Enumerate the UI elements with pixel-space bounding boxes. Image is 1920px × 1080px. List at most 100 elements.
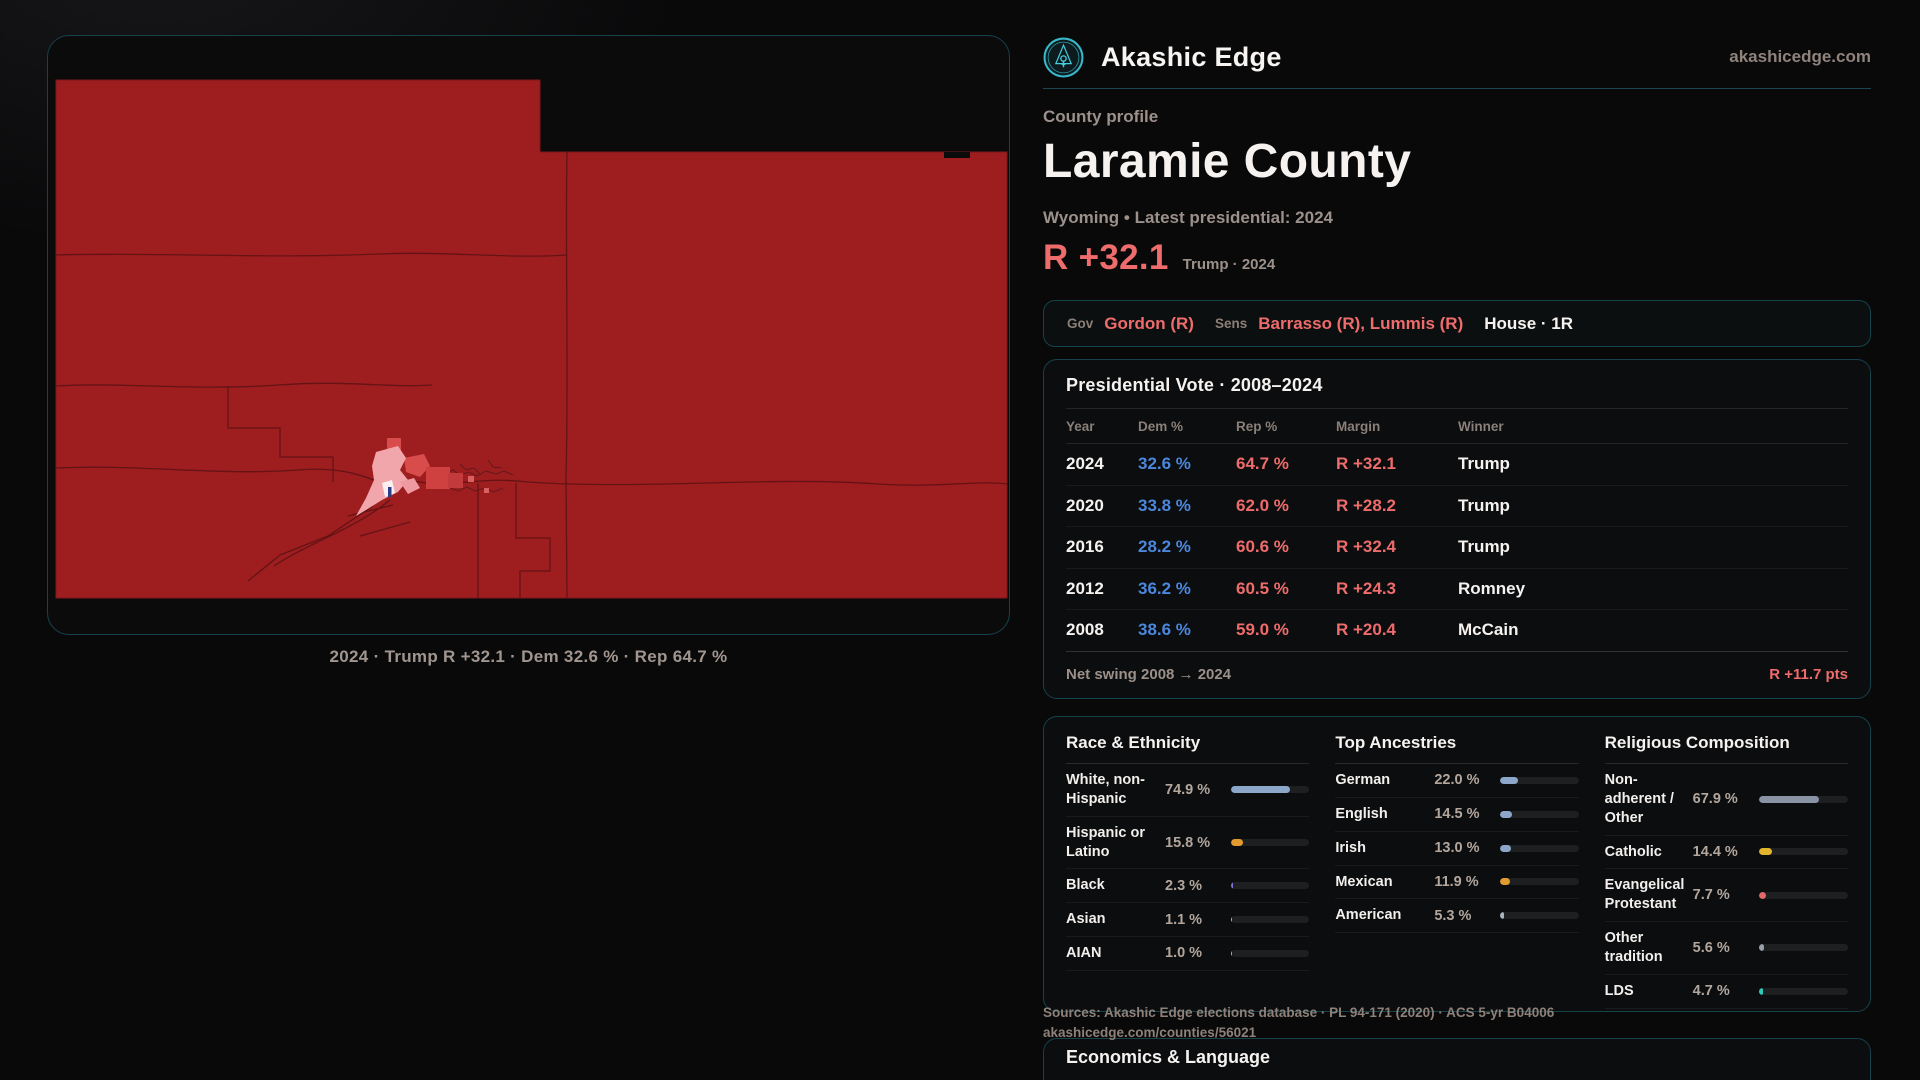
margin-note: Trump · 2024 <box>1182 256 1276 273</box>
demo-row: German 22.0 % <box>1335 764 1579 798</box>
demo-value: 1.1 % <box>1165 911 1203 928</box>
header-divider <box>1043 88 1871 89</box>
demo-label: White, non-Hispanic <box>1066 772 1145 807</box>
year-cell: 2008 <box>1066 620 1104 640</box>
rep-cell: 64.7 % <box>1236 454 1289 474</box>
page-title: Laramie County <box>1043 135 1412 188</box>
headline-margin: R +32.1 Trump · 2024 <box>1043 238 1275 278</box>
winner-cell: McCain <box>1458 620 1519 640</box>
rep-cell: 60.5 % <box>1236 578 1289 598</box>
demo-bar-fill <box>1231 916 1233 924</box>
county-map <box>55 79 1008 599</box>
demo-row: Hispanic or Latino 15.8 % <box>1066 817 1310 870</box>
religion-column: Religious Composition Non-adherent / Oth… <box>1604 717 1848 1011</box>
margin-cell: R +24.3 <box>1336 578 1397 598</box>
demo-bar-track <box>1758 891 1848 899</box>
col-dem: Dem % <box>1138 418 1184 434</box>
demo-bar-track <box>1231 839 1310 847</box>
year-cell: 2012 <box>1066 578 1104 598</box>
demo-value: 4.7 % <box>1692 983 1730 1000</box>
year-cell: 2024 <box>1066 454 1104 474</box>
brand-domain-link[interactable]: akashicedge.com <box>1729 47 1871 66</box>
table-row: 2024 32.6 % 64.7 % R +32.1 Trump <box>1066 444 1848 486</box>
demo-row: Evangelical Protestant 7.7 % <box>1604 869 1848 923</box>
col-margin: Margin <box>1336 418 1381 434</box>
demo-value: 5.6 % <box>1692 939 1730 956</box>
demo-row: Mexican 11.9 % <box>1335 866 1579 900</box>
demo-bar-track <box>1500 878 1579 886</box>
demo-row: Black 2.3 % <box>1066 869 1310 904</box>
demo-row: White, non-Hispanic 74.9 % <box>1066 764 1310 817</box>
demo-bar-track <box>1231 786 1310 794</box>
county-map-card <box>47 35 1010 635</box>
house-delegation: House · 1R <box>1484 313 1574 333</box>
demo-label: Other tradition <box>1604 930 1663 965</box>
gov-name: Gordon (R) <box>1104 313 1194 333</box>
demo-label: Mexican <box>1335 873 1393 890</box>
demo-bar-track <box>1758 848 1848 856</box>
demo-value: 14.4 % <box>1692 843 1738 860</box>
economics-panel: Economics & Language <box>1043 1038 1871 1080</box>
divider <box>1066 763 1310 764</box>
demo-label: German <box>1335 772 1391 788</box>
winner-cell: Trump <box>1458 454 1510 474</box>
demo-row: Catholic 14.4 % <box>1604 836 1848 870</box>
dem-cell: 28.2 % <box>1138 537 1191 557</box>
net-swing-value: R +11.7 pts <box>1769 665 1848 683</box>
brand-name: Akashic Edge <box>1101 41 1282 72</box>
demo-label: American <box>1335 907 1402 924</box>
margin-cell: R +32.4 <box>1336 537 1397 557</box>
dem-cell: 38.6 % <box>1138 620 1191 640</box>
demo-row: LDS 4.7 % <box>1604 975 1848 1009</box>
dem-cell: 32.6 % <box>1138 454 1191 474</box>
demo-value: 67.9 % <box>1692 791 1738 808</box>
column-title: Religious Composition <box>1604 733 1790 752</box>
demo-row: Asian 1.1 % <box>1066 903 1310 938</box>
demo-label: Non-adherent / Other <box>1604 772 1674 826</box>
precinct-detail-lines <box>443 459 514 493</box>
demo-bar-fill <box>1231 949 1233 957</box>
sources-footer: Sources: Akashic Edge elections database… <box>1043 1003 1554 1043</box>
sens-names: Barrasso (R), Lummis (R) <box>1258 313 1464 333</box>
winner-cell: Trump <box>1458 537 1510 557</box>
permalink[interactable]: akashicedge.com/counties/56021 <box>1043 1025 1257 1040</box>
demo-bar-track <box>1758 987 1848 995</box>
county-shape <box>55 79 1008 599</box>
demo-bar-track <box>1500 844 1579 852</box>
demo-label: AIAN <box>1066 945 1102 962</box>
eyebrow-label: County profile <box>1043 107 1159 126</box>
demo-value: 11.9 % <box>1434 873 1479 890</box>
demo-label: Black <box>1066 877 1105 894</box>
year-cell: 2016 <box>1066 537 1104 557</box>
winner-cell: Romney <box>1458 578 1526 598</box>
demo-row: Non-adherent / Other 67.9 % <box>1604 764 1848 836</box>
demo-row: English 14.5 % <box>1335 798 1579 832</box>
margin-cell: R +20.4 <box>1336 620 1397 640</box>
demo-label: Irish <box>1335 839 1366 856</box>
margin-cell: R +28.2 <box>1336 495 1397 515</box>
demo-bar-track <box>1231 916 1310 924</box>
dem-cell: 36.2 % <box>1138 578 1191 598</box>
demo-bar-fill <box>1231 882 1233 890</box>
demo-label: Evangelical Protestant <box>1604 877 1685 913</box>
demo-bar-fill <box>1758 987 1763 995</box>
winner-cell: Trump <box>1458 495 1510 515</box>
table-row: 2008 38.6 % 59.0 % R +20.4 McCain <box>1066 610 1848 652</box>
net-swing-row: Net swing 2008 → 2024 R +11.7 pts <box>1066 650 1848 697</box>
column-title: Race & Ethnicity <box>1066 733 1201 752</box>
col-year: Year <box>1066 418 1095 434</box>
demo-bar-fill <box>1231 786 1290 794</box>
demo-bar-fill <box>1500 776 1518 784</box>
demo-bar-track <box>1231 949 1310 957</box>
table-row: 2020 33.8 % 62.0 % R +28.2 Trump <box>1066 486 1848 527</box>
demo-label: LDS <box>1604 982 1634 999</box>
demo-row: Other tradition 5.6 % <box>1604 922 1848 975</box>
table-row: 2012 36.2 % 60.5 % R +24.3 Romney <box>1066 569 1848 610</box>
divider <box>1066 408 1848 409</box>
demo-row: American 5.3 % <box>1335 899 1579 934</box>
demo-bar-fill <box>1500 844 1511 852</box>
brand-header: Akashic Edge akashicedge.com <box>1043 36 1871 78</box>
demo-bar-fill <box>1500 912 1505 920</box>
demo-bar-fill <box>1758 944 1764 952</box>
demo-value: 1.0 % <box>1165 945 1203 962</box>
